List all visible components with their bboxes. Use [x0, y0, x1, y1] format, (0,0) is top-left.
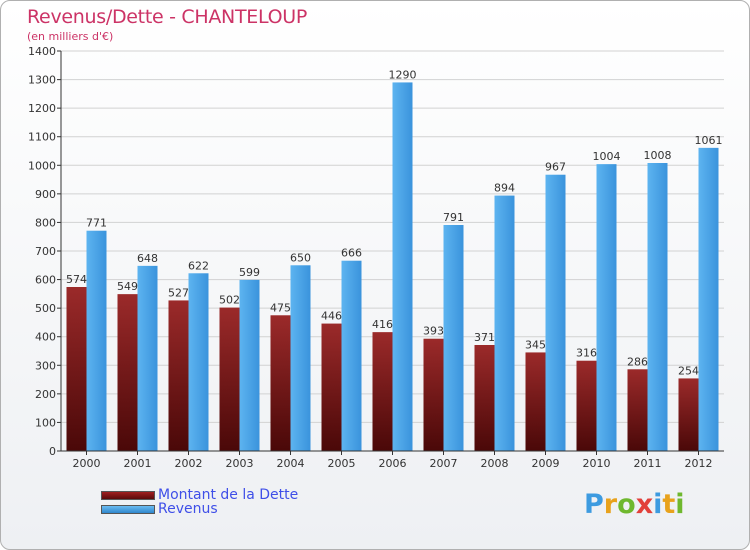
data-label-revenus: 967 [545, 161, 566, 174]
legend-item-dette: Montant de la Dette [101, 487, 298, 503]
x-tick-label: 2010 [583, 457, 611, 470]
x-tick-label: 2000 [73, 457, 101, 470]
data-label-revenus: 1290 [389, 68, 417, 81]
bar-dette [678, 378, 699, 451]
bar-revenus [545, 174, 566, 451]
bar-dette [66, 287, 87, 451]
x-tick-label: 2004 [277, 457, 305, 470]
y-tick-label: 1400 [28, 45, 56, 58]
data-label-revenus: 1004 [593, 150, 621, 163]
bar-revenus [239, 279, 260, 451]
legend-label-revenus: Revenus [158, 501, 218, 517]
data-label-revenus: 1061 [695, 134, 723, 147]
bar-dette [168, 300, 189, 451]
data-label-dette: 254 [678, 364, 699, 377]
data-label-dette: 446 [321, 310, 342, 323]
bar-dette [270, 315, 291, 451]
y-tick-label: 500 [35, 302, 56, 315]
data-label-revenus: 771 [86, 217, 107, 230]
legend-swatch-revenus [101, 504, 155, 514]
y-tick-label: 1100 [28, 131, 56, 144]
data-label-dette: 527 [168, 286, 189, 299]
data-label-dette: 574 [66, 273, 87, 286]
y-tick-label: 600 [35, 274, 56, 287]
data-label-dette: 416 [372, 318, 393, 331]
data-label-dette: 502 [219, 294, 240, 307]
data-label-dette: 393 [423, 325, 444, 338]
bar-revenus [86, 230, 107, 451]
y-tick-label: 0 [49, 445, 56, 458]
bar-dette [372, 332, 393, 451]
data-label-dette: 475 [270, 301, 291, 314]
logo-letter: x [635, 489, 654, 520]
y-tick-label: 400 [35, 331, 56, 344]
chart-subtitle: (en milliers d'€) [27, 30, 114, 43]
bar-revenus [188, 273, 209, 451]
logo-letter: P [584, 489, 604, 520]
bar-revenus [596, 164, 617, 451]
proxiti-logo: Proxiti [584, 489, 685, 520]
x-tick-label: 2005 [328, 457, 356, 470]
y-tick-label: 700 [35, 245, 56, 258]
bar-dette [321, 323, 342, 451]
bar-revenus [341, 260, 362, 451]
data-label-revenus: 666 [341, 247, 362, 260]
x-tick-label: 2008 [481, 457, 509, 470]
chart-title: Revenus/Dette - CHANTELOUP [27, 6, 308, 28]
data-label-revenus: 791 [443, 211, 464, 224]
bar-revenus [137, 265, 158, 451]
data-label-revenus: 1008 [644, 149, 672, 162]
bar-revenus [443, 225, 464, 451]
x-tick-label: 2003 [226, 457, 254, 470]
y-tick-label: 800 [35, 216, 56, 229]
data-label-dette: 549 [117, 280, 138, 293]
data-label-dette: 316 [576, 347, 597, 360]
data-label-revenus: 622 [188, 259, 209, 272]
x-tick-label: 2002 [175, 457, 203, 470]
bar-dette [474, 345, 495, 451]
logo-letter: r [603, 489, 618, 520]
x-tick-label: 2009 [532, 457, 560, 470]
bar-dette [627, 369, 648, 451]
data-label-revenus: 650 [290, 251, 311, 264]
logo-letter: i [675, 489, 685, 520]
legend-swatch-dette [101, 490, 155, 500]
x-tick-label: 2012 [685, 457, 713, 470]
logo-letter: o [617, 489, 636, 520]
data-label-revenus: 894 [494, 182, 515, 195]
bar-revenus [647, 163, 668, 451]
bar-dette [219, 307, 240, 451]
x-tick-label: 2006 [379, 457, 407, 470]
y-tick-label: 1300 [28, 74, 56, 87]
data-label-dette: 371 [474, 331, 495, 344]
y-tick-label: 300 [35, 359, 56, 372]
y-tick-label: 1200 [28, 102, 56, 115]
logo-letter: t [662, 489, 676, 520]
bar-dette [525, 352, 546, 451]
y-tick-label: 200 [35, 388, 56, 401]
bar-dette [423, 338, 444, 451]
bar-revenus [392, 82, 413, 451]
legend-label-dette: Montant de la Dette [158, 487, 299, 503]
y-tick-label: 100 [35, 416, 56, 429]
x-tick-label: 2001 [124, 457, 152, 470]
legend-item-revenus: Revenus [101, 501, 218, 517]
bar-dette [576, 360, 597, 451]
bar-revenus [290, 265, 311, 451]
y-tick-label: 1000 [28, 159, 56, 172]
bar-revenus [494, 195, 515, 451]
x-tick-label: 2011 [634, 457, 662, 470]
x-tick-label: 2007 [430, 457, 458, 470]
data-label-revenus: 648 [137, 252, 158, 265]
bar-dette [117, 294, 138, 451]
data-label-dette: 286 [627, 355, 648, 368]
bar-revenus [698, 147, 719, 451]
y-tick-label: 900 [35, 188, 56, 201]
data-label-revenus: 599 [239, 266, 260, 279]
logo-letter: i [653, 489, 663, 520]
data-label-dette: 345 [525, 338, 546, 351]
